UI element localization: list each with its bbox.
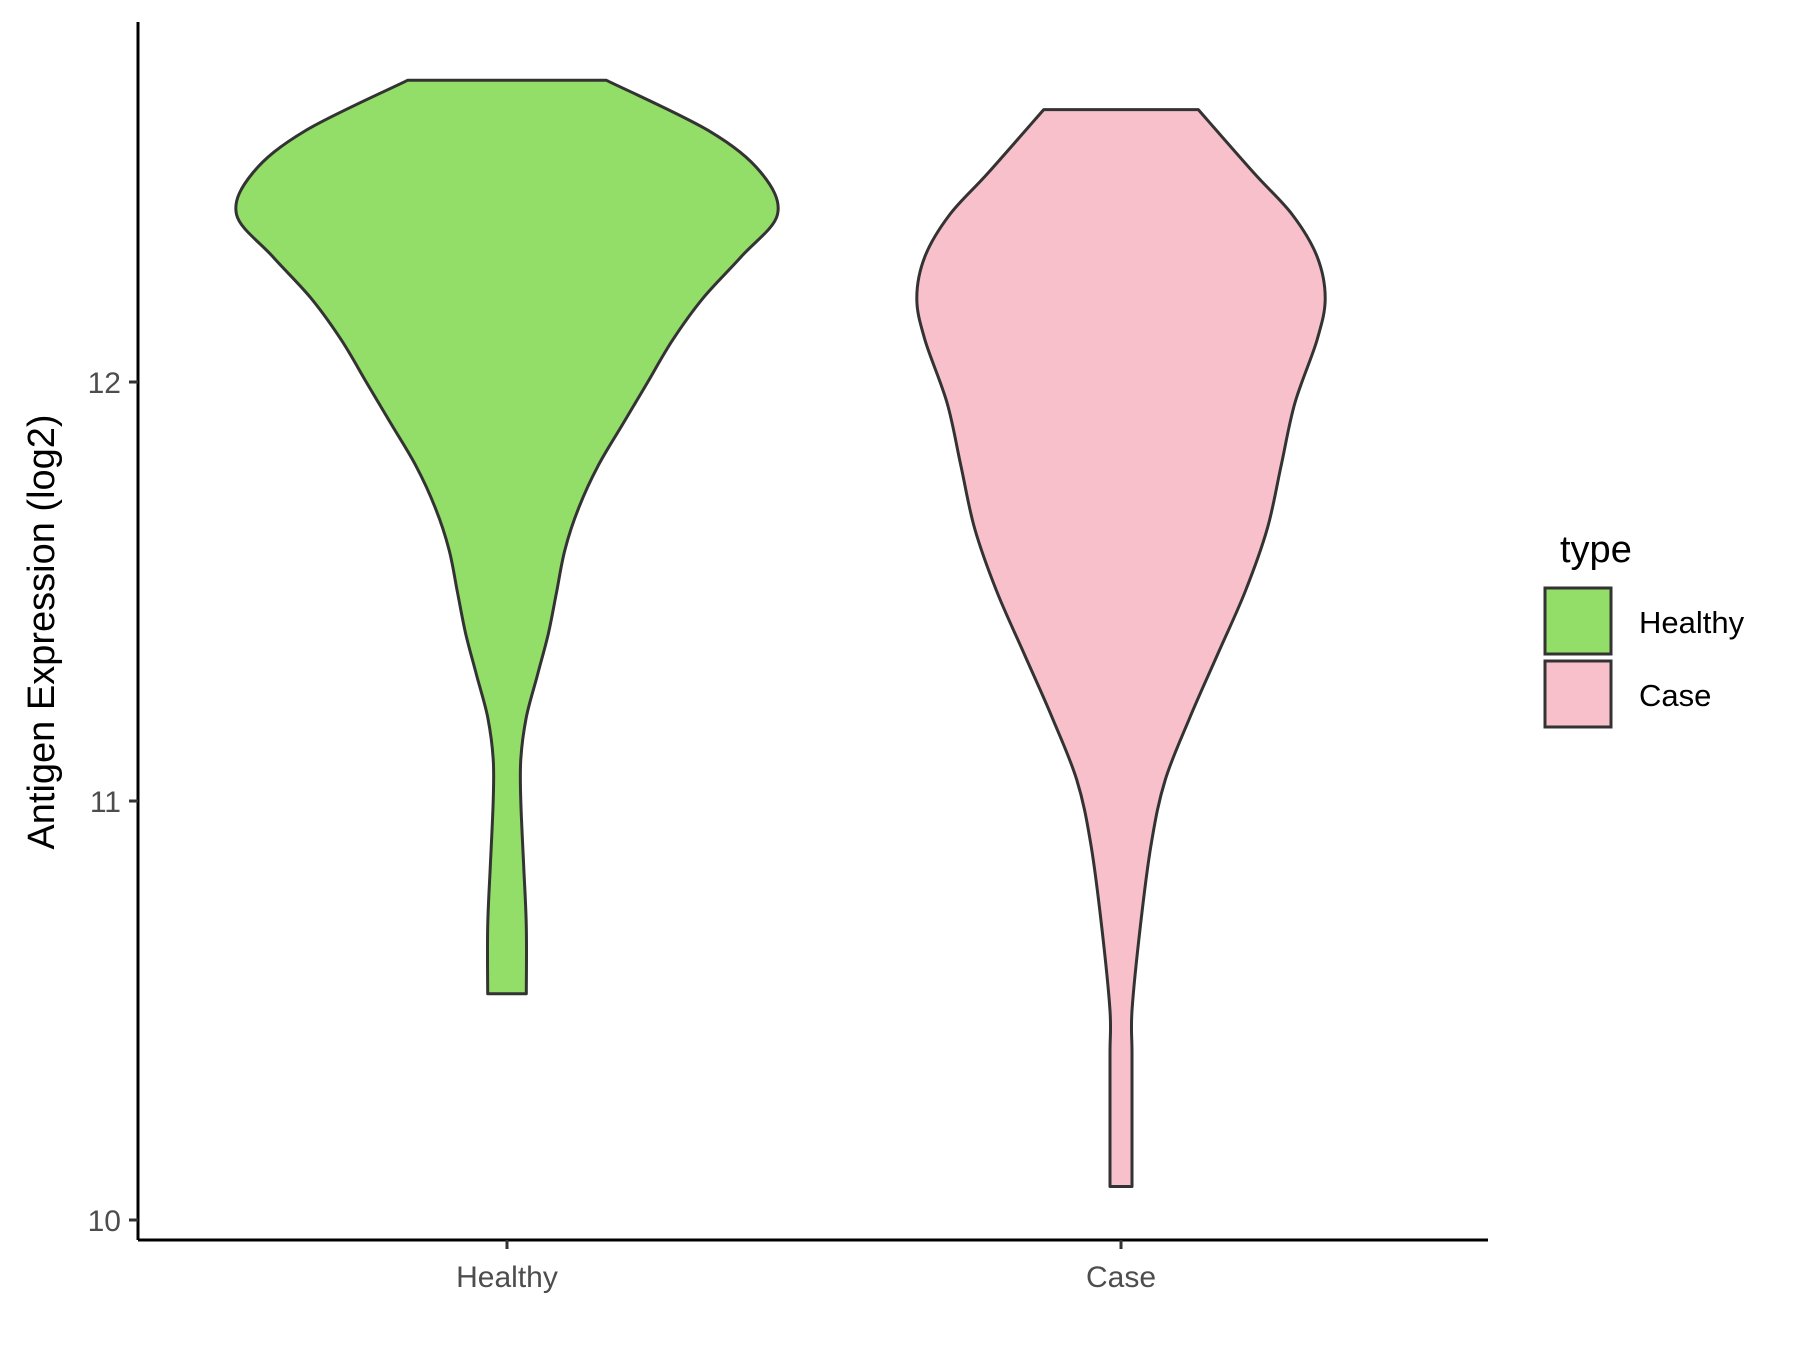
legend-swatch-case bbox=[1543, 659, 1613, 729]
x-axis-ticks: Healthy Case bbox=[456, 1240, 1156, 1294]
legend-title: type bbox=[1560, 529, 1632, 571]
violin-case bbox=[915, 108, 1327, 1188]
violins-layer bbox=[234, 78, 1327, 1188]
legend-label-healthy: Healthy bbox=[1639, 605, 1745, 640]
y-tick-label: 10 bbox=[88, 1205, 121, 1238]
legend-label-case: Case bbox=[1639, 678, 1711, 713]
y-axis-ticks: 10 11 12 bbox=[88, 367, 138, 1238]
violin-healthy bbox=[234, 78, 780, 996]
legend-swatch-healthy bbox=[1543, 586, 1613, 656]
x-tick-label: Healthy bbox=[456, 1261, 558, 1294]
y-tick-label: 11 bbox=[90, 786, 121, 819]
legend: type Healthy Case bbox=[1543, 529, 1745, 729]
x-tick-label: Case bbox=[1086, 1261, 1156, 1294]
y-axis-title: Antigen Expression (log2) bbox=[21, 414, 63, 849]
y-tick-label: 12 bbox=[88, 367, 121, 400]
